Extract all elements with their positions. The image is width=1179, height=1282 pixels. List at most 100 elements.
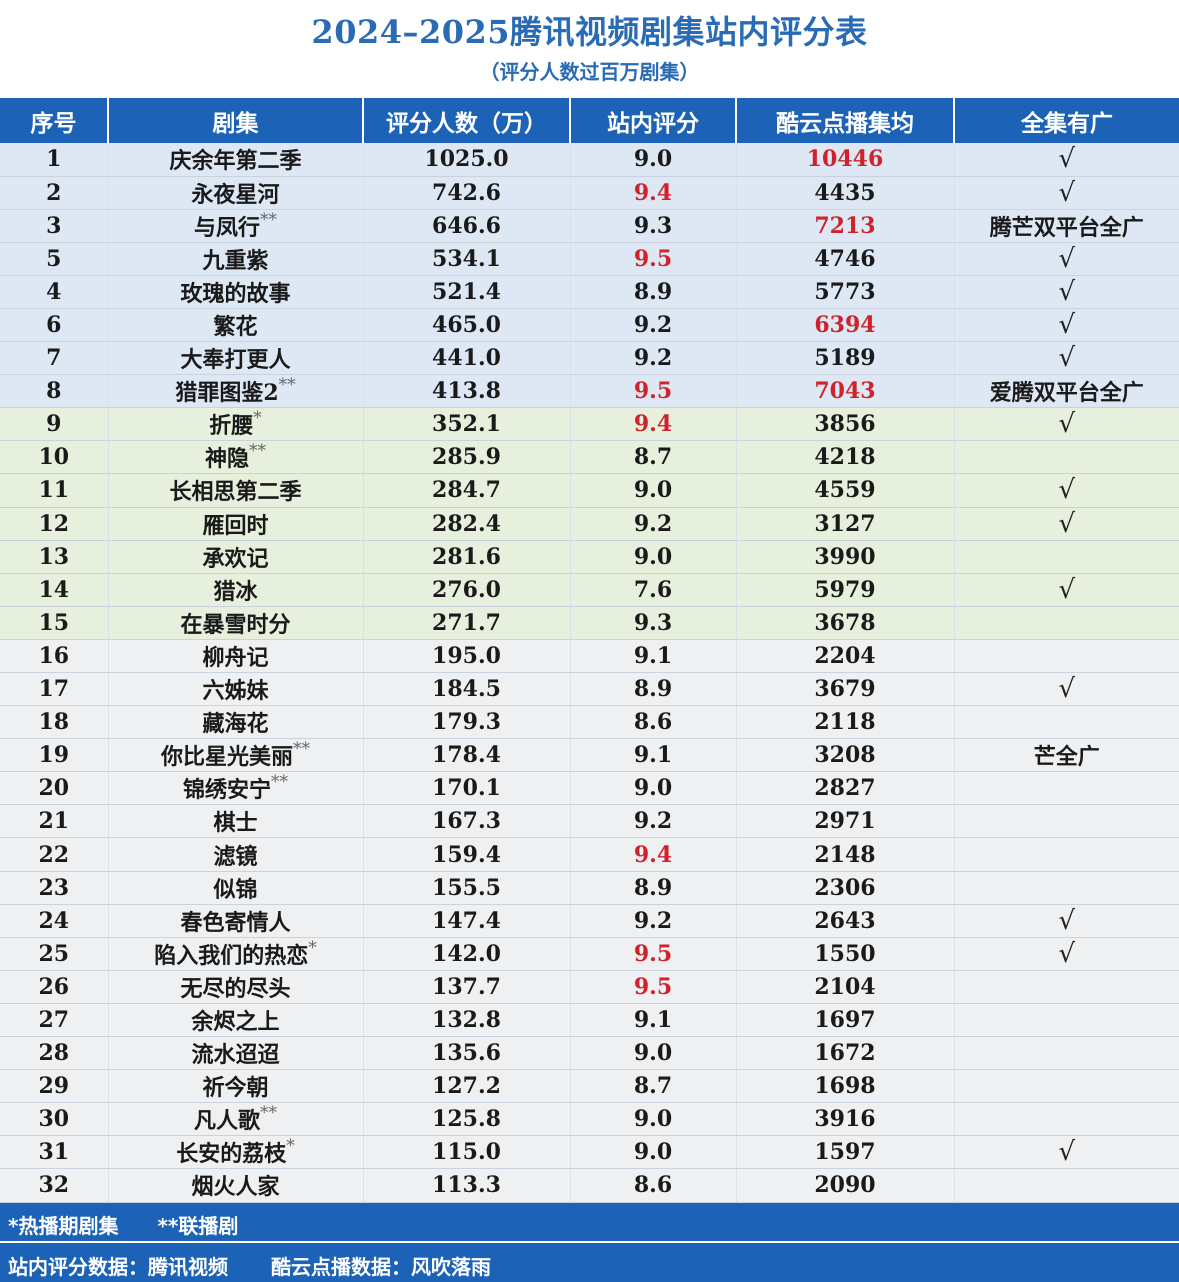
cell-drama-name: 柳舟记 (108, 639, 364, 674)
cell-raters-text: 441.0 (432, 345, 501, 372)
table-row: 28 流水迢迢 135.6 9.0 1672 (0, 1036, 1179, 1071)
cell-score: 8.9 (570, 275, 737, 309)
cell-full-ads-check: √ (954, 904, 1179, 938)
cell-raters: 195.0 (363, 639, 571, 674)
cell-drama-name: 春色寄情人 (108, 904, 364, 938)
cell-index: 23 (0, 871, 109, 905)
cell-drama-name-text: 似锦 (213, 876, 258, 903)
cell-raters: 742.6 (363, 176, 571, 210)
cell-index-text: 11 (38, 477, 70, 504)
cell-score-text: 9.0 (633, 1040, 673, 1067)
cell-raters-text: 178.4 (432, 742, 501, 769)
cell-raters-text: 147.4 (432, 907, 501, 934)
table-row: 26 无尽的尽头 137.7 9.5 2104 (0, 970, 1179, 1004)
cell-kuyun-avg-text: 3679 (814, 676, 876, 703)
cell-raters-text: 135.6 (432, 1040, 501, 1067)
cell-drama-name: 余烬之上 (108, 1003, 364, 1038)
cell-kuyun-avg: 1698 (736, 1069, 955, 1104)
cell-drama-mark: * (253, 408, 262, 429)
cell-raters: 167.3 (363, 804, 571, 839)
cell-kuyun-avg-text: 4559 (814, 477, 876, 504)
cell-drama-name: 猎罪图鉴2** (108, 374, 364, 409)
cell-drama-name-text: 大奉打更人 (180, 347, 291, 374)
table-row: 5 九重紫 534.1 9.5 4746 √ (0, 242, 1179, 276)
cell-index-text: 14 (38, 576, 70, 603)
cell-score-text: 9.1 (633, 642, 673, 669)
cell-raters: 282.4 (363, 507, 571, 541)
cell-raters-text: 534.1 (432, 245, 501, 272)
cell-index-text: 15 (38, 609, 70, 636)
cell-kuyun-avg-text: 3916 (814, 1106, 876, 1133)
column-header-full-ads: 全集有广 (954, 98, 1179, 143)
cell-full-ads-check-text: √ (1058, 508, 1076, 539)
cell-score: 9.4 (570, 176, 737, 210)
cell-kuyun-avg: 1697 (736, 1003, 955, 1038)
cell-drama-mark: ** (271, 772, 288, 793)
cell-full-ads-check-text: √ (1058, 144, 1076, 175)
cell-full-ads-check: √ (954, 672, 1179, 707)
cell-full-ads-check-text: √ (1058, 938, 1076, 969)
cell-full-ads (954, 970, 1179, 1004)
cell-drama-name: 凡人歌** (108, 1102, 364, 1137)
cell-score-text: 9.3 (633, 212, 673, 239)
cell-full-ads (954, 540, 1179, 574)
cell-index-text: 20 (38, 775, 70, 802)
cell-score-text: 9.5 (633, 973, 673, 1000)
cell-raters: 135.6 (363, 1036, 571, 1071)
cell-kuyun-avg-text: 1597 (814, 1139, 876, 1166)
cell-raters: 137.7 (363, 970, 571, 1004)
cell-score: 9.0 (570, 1135, 737, 1170)
cell-index: 14 (0, 573, 109, 607)
cell-kuyun-avg-text: 5189 (814, 345, 876, 372)
cell-full-ads: 芒全广 (954, 738, 1179, 773)
cell-kuyun-avg-text: 2306 (814, 874, 876, 901)
cell-kuyun-avg-text: 1698 (814, 1073, 876, 1100)
cell-kuyun-avg: 5979 (736, 573, 955, 607)
cell-full-ads-check: √ (954, 341, 1179, 376)
cell-full-ads-text: 腾芒双平台全广 (989, 215, 1144, 241)
cell-raters: 281.6 (363, 540, 571, 574)
cell-raters: 184.5 (363, 672, 571, 707)
cell-raters-text: 282.4 (432, 510, 501, 537)
cell-index-text: 32 (38, 1172, 70, 1199)
cell-drama-name: 无尽的尽头 (108, 970, 364, 1004)
cell-drama-name: 与凤行** (108, 209, 364, 243)
cell-kuyun-avg: 4435 (736, 176, 955, 210)
cell-kuyun-avg-text: 1550 (814, 940, 876, 967)
cell-score: 9.5 (570, 242, 737, 276)
table-row: 24 春色寄情人 147.4 9.2 2643 √ (0, 904, 1179, 938)
cell-kuyun-avg: 4746 (736, 242, 955, 276)
footer-legend: *热播期剧集 **联播剧 (0, 1203, 1179, 1243)
cell-score: 9.3 (570, 606, 737, 640)
cell-full-ads (954, 440, 1179, 475)
cell-index: 26 (0, 970, 109, 1004)
cell-raters-text: 271.7 (432, 609, 501, 636)
cell-index: 17 (0, 672, 109, 707)
cell-raters-text: 113.3 (432, 1172, 501, 1199)
cell-raters-text: 155.5 (432, 874, 501, 901)
page-subtitle: （评分人数过百万剧集） (479, 60, 700, 84)
cell-raters: 521.4 (363, 275, 571, 309)
cell-raters: 534.1 (363, 242, 571, 276)
cell-kuyun-avg: 7213 (736, 209, 955, 243)
cell-index-text: 2 (46, 179, 62, 206)
cell-kuyun-avg: 2827 (736, 771, 955, 806)
cell-drama-name-text: 无尽的尽头 (180, 975, 291, 1002)
cell-kuyun-avg: 5773 (736, 275, 955, 309)
cell-kuyun-avg-text: 6394 (814, 312, 876, 339)
table-row: 3 与凤行** 646.6 9.3 7213 腾芒双平台全广 (0, 209, 1179, 243)
cell-index: 11 (0, 473, 109, 508)
cell-drama-name: 大奉打更人 (108, 341, 364, 376)
cell-score-text: 9.1 (633, 742, 673, 769)
cell-index-text: 26 (38, 973, 70, 1000)
cell-kuyun-avg: 3679 (736, 672, 955, 707)
cell-kuyun-avg-text: 2971 (814, 808, 876, 835)
cell-drama-name: 繁花 (108, 308, 364, 343)
table-row: 13 承欢记 281.6 9.0 3990 (0, 540, 1179, 574)
cell-index-text: 10 (38, 444, 70, 471)
cell-drama-name: 长安的荔枝* (108, 1135, 364, 1170)
cell-index: 22 (0, 837, 109, 872)
cell-index-text: 13 (38, 543, 70, 570)
cell-score-text: 9.5 (633, 940, 673, 967)
cell-raters-text: 195.0 (432, 642, 501, 669)
